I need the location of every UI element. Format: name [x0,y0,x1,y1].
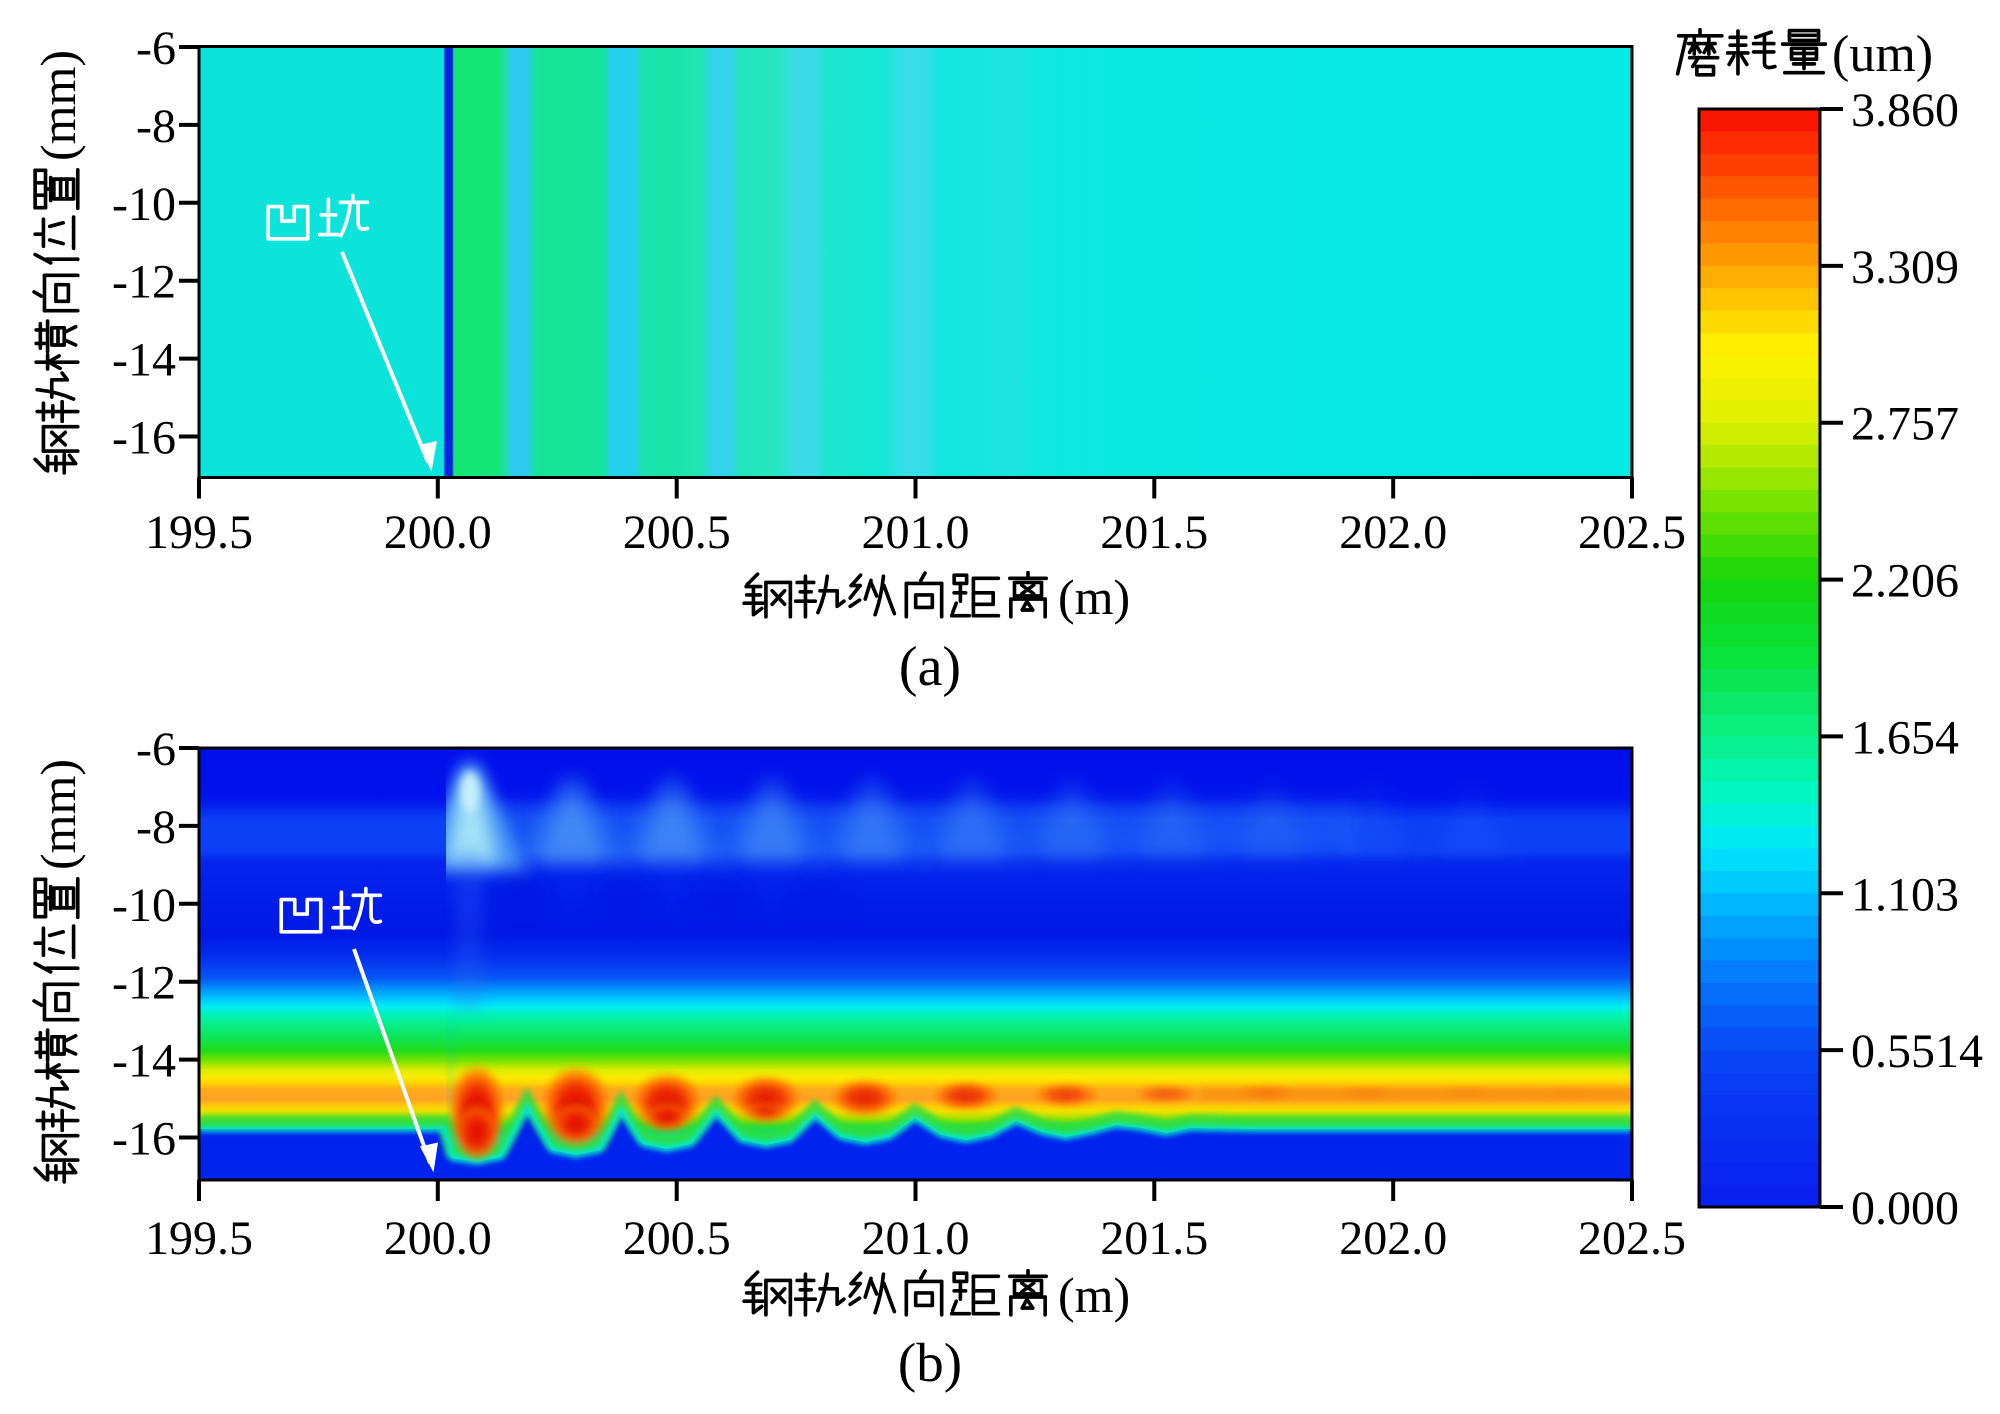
svg-text:202.5: 202.5 [1578,1212,1686,1265]
svg-text:1.654: 1.654 [1851,711,1959,764]
svg-text:2.757: 2.757 [1851,398,1959,451]
svg-text:199.5: 199.5 [145,1212,253,1265]
svg-text:-10: -10 [112,178,176,231]
svg-text:1.103: 1.103 [1851,868,1959,921]
svg-text:(m): (m) [1058,569,1130,625]
svg-text:201.0: 201.0 [862,506,970,559]
svg-text:201.5: 201.5 [1100,1212,1208,1265]
svg-text:-6: -6 [136,22,176,75]
svg-text:-14: -14 [112,334,176,387]
svg-text:-16: -16 [112,1113,176,1166]
svg-text:201.0: 201.0 [862,1212,970,1265]
svg-text:202.5: 202.5 [1578,506,1686,559]
svg-text:-16: -16 [112,412,176,465]
svg-text:(mm): (mm) [30,759,86,870]
svg-text:-8: -8 [136,100,176,153]
svg-text:(mm): (mm) [30,50,86,161]
svg-text:0.5514: 0.5514 [1851,1025,1983,1078]
svg-text:202.0: 202.0 [1339,1212,1447,1265]
svg-text:(m): (m) [1058,1267,1130,1323]
svg-text:(b): (b) [898,1332,962,1393]
svg-text:-6: -6 [136,723,176,776]
svg-text:200.5: 200.5 [623,506,731,559]
svg-text:-14: -14 [112,1035,176,1088]
svg-text:2.206: 2.206 [1851,555,1959,608]
svg-text:202.0: 202.0 [1339,506,1447,559]
svg-text:3.860: 3.860 [1851,84,1959,137]
svg-text:200.0: 200.0 [384,506,492,559]
svg-text:-12: -12 [112,957,176,1010]
svg-text:-10: -10 [112,879,176,932]
svg-text:201.5: 201.5 [1100,506,1208,559]
svg-text:0.000: 0.000 [1851,1182,1959,1235]
svg-text:3.309: 3.309 [1851,241,1959,294]
svg-text:200.5: 200.5 [623,1212,731,1265]
svg-text:(um): (um) [1832,26,1933,83]
svg-text:-12: -12 [112,256,176,309]
svg-text:-8: -8 [136,801,176,854]
svg-text:(a): (a) [899,636,961,698]
svg-text:199.5: 199.5 [145,506,253,559]
svg-text:200.0: 200.0 [384,1212,492,1265]
